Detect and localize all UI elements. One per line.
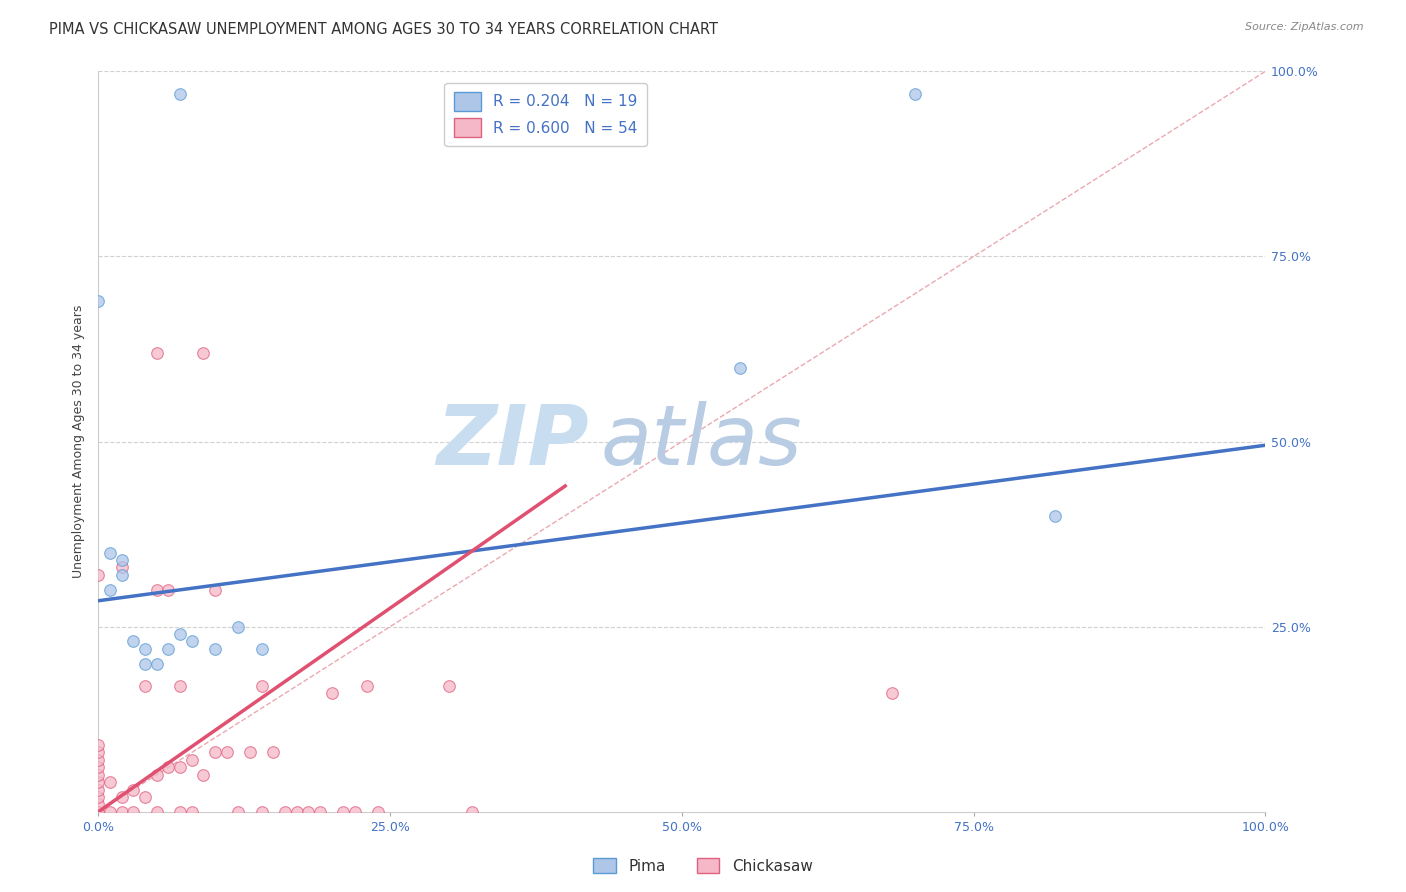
Point (98, 546, 121, 560)
Point (180, 805, 202, 819)
Point (437, 679, 460, 693)
Point (356, 679, 378, 693)
Point (297, 805, 319, 819)
Y-axis label: Unemployment Among Ages 30 to 34 years: Unemployment Among Ages 30 to 34 years (72, 305, 86, 578)
Point (87, 753, 110, 767)
Point (122, 782, 145, 797)
Legend: R = 0.204   N = 19, R = 0.600   N = 54: R = 0.204 N = 19, R = 0.600 N = 54 (444, 83, 647, 146)
Point (169, 679, 191, 693)
Point (146, 657, 169, 671)
Point (169, 87, 191, 101)
Point (87, 782, 110, 797)
Text: ZIP: ZIP (436, 401, 589, 482)
Point (461, 805, 484, 819)
Point (146, 345, 169, 359)
Point (134, 679, 156, 693)
Point (87, 567, 110, 582)
Point (204, 746, 226, 760)
Point (157, 641, 180, 656)
Legend: Pima, Chickasaw: Pima, Chickasaw (588, 852, 818, 880)
Point (87, 293, 110, 308)
Point (904, 87, 927, 101)
Point (111, 553, 134, 567)
Text: atlas: atlas (600, 401, 801, 482)
Point (146, 767, 169, 781)
Point (146, 582, 169, 597)
Point (134, 641, 156, 656)
Point (169, 627, 191, 641)
Point (87, 805, 110, 819)
Point (122, 805, 145, 819)
Point (204, 582, 226, 597)
Point (1045, 508, 1067, 523)
Point (262, 746, 284, 760)
Point (332, 805, 354, 819)
Point (228, 805, 250, 819)
Point (134, 657, 156, 671)
Point (87, 805, 110, 819)
Point (111, 805, 134, 819)
Point (134, 789, 156, 804)
Point (111, 567, 134, 582)
Point (87, 746, 110, 760)
Point (87, 775, 110, 789)
Point (146, 805, 169, 819)
Point (98, 582, 121, 597)
Point (250, 679, 273, 693)
Point (180, 753, 202, 767)
Point (98, 775, 121, 789)
Point (250, 641, 273, 656)
Point (157, 582, 180, 597)
Point (285, 805, 308, 819)
Text: PIMA VS CHICKASAW UNEMPLOYMENT AMONG AGES 30 TO 34 YEARS CORRELATION CHART: PIMA VS CHICKASAW UNEMPLOYMENT AMONG AGE… (49, 22, 718, 37)
Point (204, 641, 226, 656)
Point (122, 634, 145, 648)
Point (98, 805, 121, 819)
Point (87, 738, 110, 752)
Point (111, 789, 134, 804)
Point (169, 805, 191, 819)
Point (193, 345, 215, 359)
Point (87, 760, 110, 774)
Point (880, 686, 903, 700)
Point (250, 805, 273, 819)
Point (87, 789, 110, 804)
Text: Source: ZipAtlas.com: Source: ZipAtlas.com (1246, 22, 1364, 32)
Point (215, 746, 238, 760)
Point (309, 805, 332, 819)
Point (169, 760, 191, 774)
Point (193, 767, 215, 781)
Point (87, 797, 110, 812)
Point (730, 360, 752, 375)
Point (367, 805, 389, 819)
Point (344, 805, 367, 819)
Point (111, 560, 134, 574)
Point (87, 767, 110, 781)
Point (239, 746, 262, 760)
Point (180, 634, 202, 648)
Point (228, 619, 250, 633)
Point (157, 760, 180, 774)
Point (274, 805, 297, 819)
Point (321, 686, 343, 700)
